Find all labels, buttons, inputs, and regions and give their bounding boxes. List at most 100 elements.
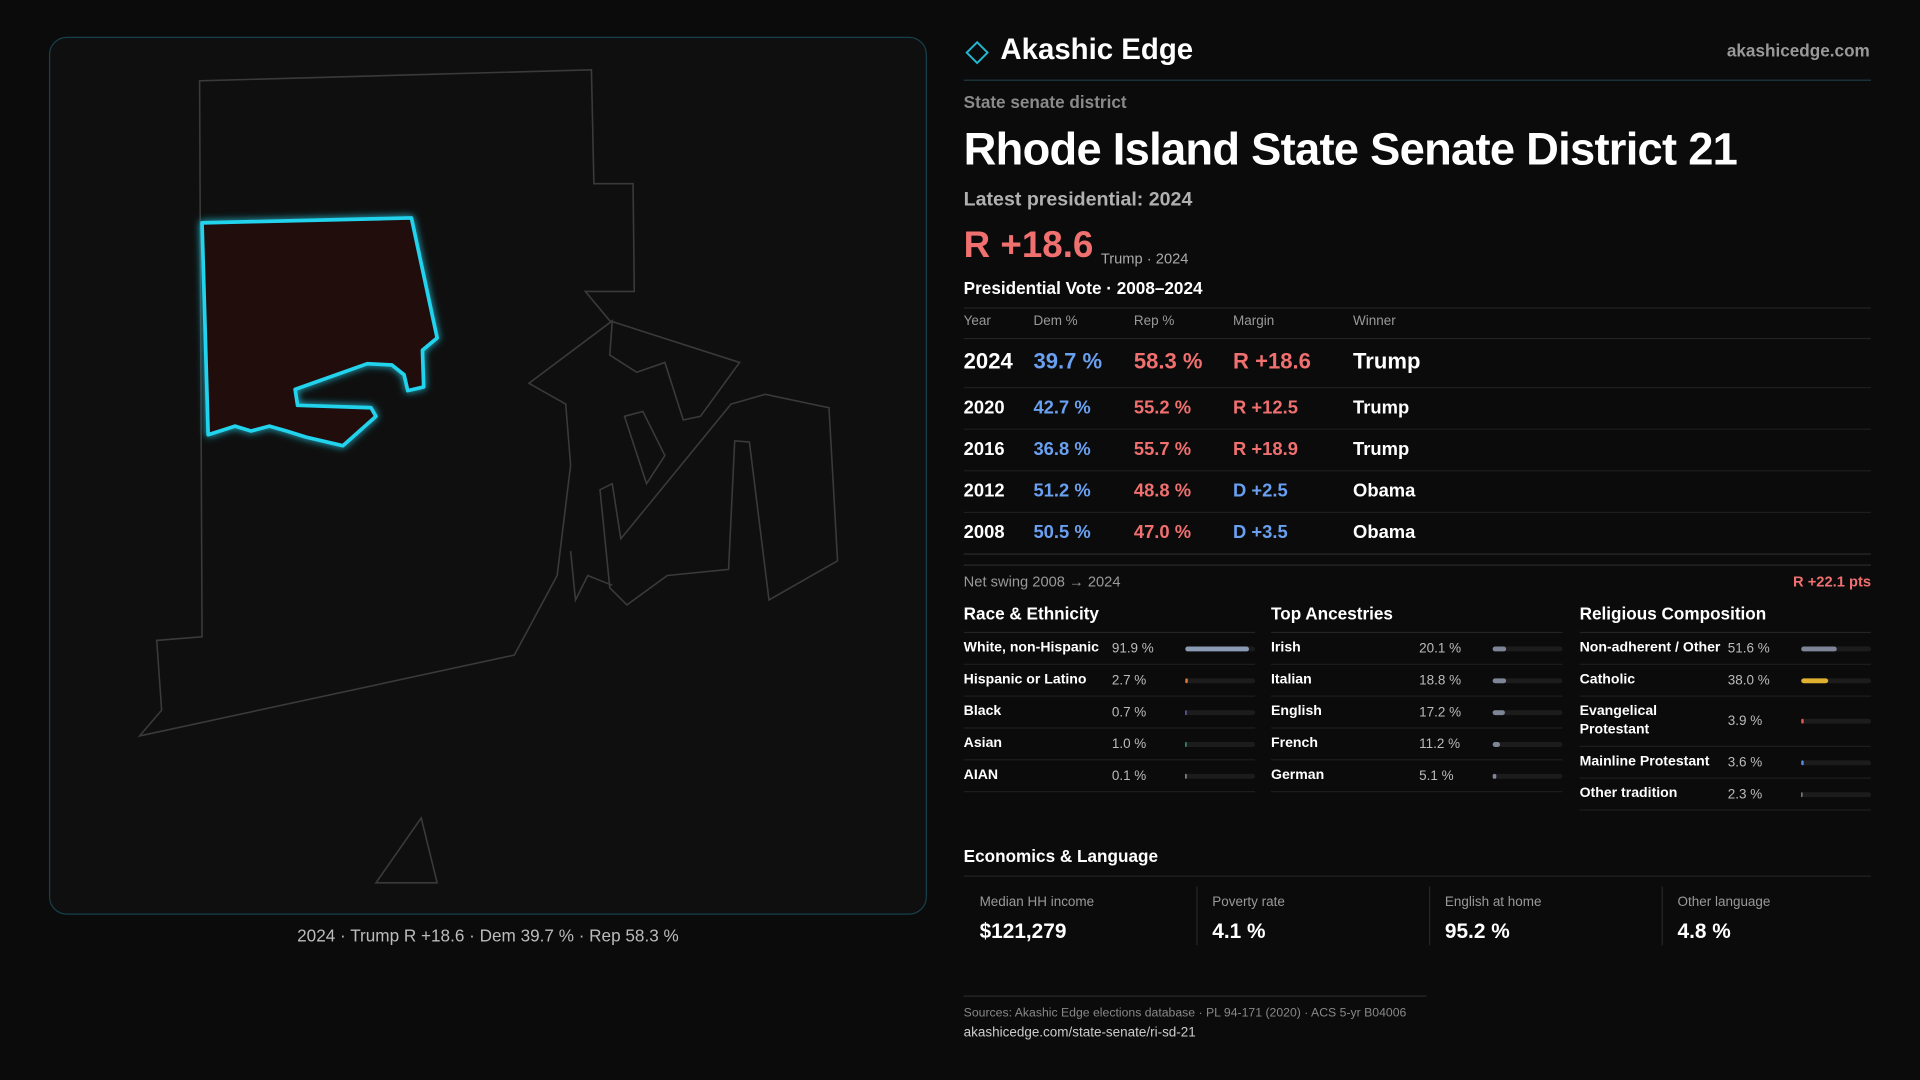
margin: R +18.6: [1233, 348, 1311, 374]
stat-row: Evangelical Protestant 3.9 %: [1579, 697, 1872, 747]
stat-row: French 11.2 %: [1271, 729, 1563, 761]
stat-value: 0.7 %: [1111, 704, 1147, 720]
bar: [1185, 741, 1187, 747]
econ-label: Poverty rate: [1212, 895, 1285, 910]
divider: [963, 337, 1872, 340]
bar-track: [1801, 791, 1872, 797]
column-header: Dem %: [1033, 314, 1078, 329]
winner: Trump: [1353, 348, 1421, 374]
bar-track: [1801, 759, 1872, 765]
dem-pct: 51.2 %: [1033, 480, 1091, 502]
dem-pct: 42.7 %: [1033, 397, 1091, 419]
bar: [1801, 759, 1804, 765]
stat-value: 1.0 %: [1111, 736, 1147, 752]
bar-track: [1492, 709, 1563, 715]
stat-name: Catholic: [1579, 672, 1636, 687]
margin: D +3.5: [1233, 522, 1288, 544]
stat-row: Non-adherent / Other 51.6 %: [1579, 633, 1872, 665]
panel-title: Religious Composition: [1579, 604, 1872, 634]
bar: [1185, 773, 1187, 779]
map: [48, 36, 927, 915]
stat-value: 38.0 %: [1727, 672, 1770, 688]
winner: Obama: [1353, 522, 1416, 544]
headline-note: Trump · 2024: [1100, 249, 1189, 267]
bar-track: [1185, 677, 1256, 683]
bar: [1185, 709, 1187, 715]
column-header: Rep %: [1133, 314, 1175, 329]
econ-value: $121,279: [979, 919, 1067, 943]
rep-pct: 55.7 %: [1133, 438, 1192, 460]
stat-row: Italian 18.8 %: [1271, 665, 1563, 697]
bar-track: [1492, 773, 1563, 779]
econ-card: English at home 95.2 %: [1428, 886, 1660, 946]
rep-pct: 58.3 %: [1133, 348, 1203, 374]
column-header: Year: [963, 314, 991, 329]
bar: [1801, 645, 1838, 651]
margin: R +18.9: [1233, 438, 1298, 460]
margin: D +2.5: [1233, 480, 1288, 502]
bar: [1801, 677, 1828, 683]
stat-name: German: [1271, 767, 1325, 783]
econ-label: Other language: [1677, 895, 1771, 910]
stat-row: Asian 1.0 %: [963, 729, 1256, 761]
divider: [963, 875, 1872, 877]
stat-value: 3.6 %: [1727, 754, 1763, 770]
source-url: akashicedge.com/state-senate/ri-sd-21: [963, 1025, 1196, 1041]
map-frame: [48, 36, 927, 915]
row-divider: [963, 511, 1872, 514]
stat-row: Other tradition 2.3 %: [1579, 779, 1872, 811]
map-caption: 2024 · Trump R +18.6 · Dem 39.7 % · Rep …: [297, 925, 679, 946]
stat-name: Italian: [1271, 672, 1312, 687]
row-divider: [963, 553, 1872, 555]
stat-name: Asian: [963, 735, 1003, 751]
stat-value: 20.1 %: [1419, 641, 1462, 656]
headline-margin: R +18.6: [963, 225, 1094, 266]
panel-title: Top Ancestries: [1271, 604, 1563, 634]
bar: [1492, 741, 1501, 747]
stat-row: English 17.2 %: [1271, 697, 1563, 729]
year: 2012: [963, 480, 1005, 502]
divider: [963, 564, 1872, 566]
panel: Race & Ethnicity White, non-Hispanic 91.9 …: [963, 604, 1256, 793]
dem-pct: 50.5 %: [1033, 522, 1091, 544]
bar: [1492, 709, 1505, 715]
econ-card: Median HH income $121,279: [964, 887, 1195, 946]
bar: [1185, 645, 1250, 651]
state-outline: [137, 68, 839, 884]
column-header: Winner: [1353, 314, 1396, 329]
row-divider: [963, 428, 1872, 430]
rep-pct: 48.8 %: [1133, 480, 1192, 502]
bar-track: [1801, 677, 1872, 683]
winner: Trump: [1353, 438, 1410, 460]
econ-card: Other language 4.8 %: [1661, 886, 1893, 946]
kicker: State senate district: [963, 91, 1127, 112]
stat-value: 51.6 %: [1727, 641, 1770, 656]
stat-row: Mainline Protestant 3.6 %: [1579, 747, 1872, 779]
stat-name: White, non-Hispanic: [963, 640, 1100, 656]
economics-title: Economics & Language: [963, 846, 1159, 866]
divider: [963, 307, 1872, 309]
year: 2016: [963, 438, 1005, 460]
bar-track: [1801, 718, 1872, 724]
stat-row: White, non-Hispanic 91.9 %: [963, 633, 1256, 665]
stat-row: Irish 20.1 %: [1271, 633, 1563, 665]
bar-track: [1185, 773, 1256, 779]
swing-value: R +22.1 pts: [1793, 573, 1872, 591]
column-header: Margin: [1233, 314, 1275, 329]
stat-value: 2.7 %: [1111, 672, 1147, 688]
stat-value: 2.3 %: [1727, 786, 1763, 802]
bar-track: [1492, 645, 1563, 651]
row-divider: [963, 386, 1872, 389]
latest: Latest presidential: 2024: [963, 189, 1193, 211]
stat-row: German 5.1 %: [1271, 760, 1563, 793]
winner: Trump: [1353, 397, 1410, 419]
stat-name: Irish: [1271, 640, 1301, 656]
stat-name: Evangelical Protestant: [1579, 704, 1658, 738]
site: akashicedge.com: [1726, 40, 1870, 60]
panel-title: Race & Ethnicity: [963, 604, 1256, 634]
stat-row: AIAN 0.1 %: [963, 760, 1256, 793]
bar-track: [1492, 677, 1563, 683]
stat-row: Black 0.7 %: [963, 697, 1256, 729]
bar: [1801, 791, 1803, 797]
bar-track: [1492, 741, 1563, 747]
